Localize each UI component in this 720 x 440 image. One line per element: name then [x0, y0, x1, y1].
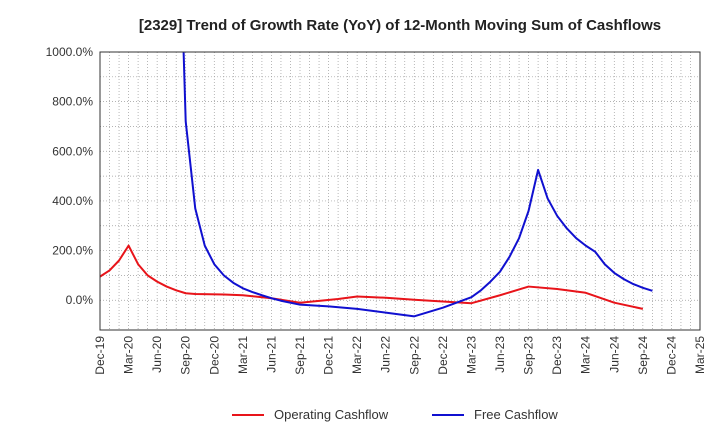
x-tick-label: Mar-25: [693, 336, 707, 374]
series-line-1: [100, 244, 644, 310]
legend: Operating Cashflow Free Cashflow: [232, 407, 558, 422]
legend-label: Free Cashflow: [474, 407, 558, 422]
chart-title: [2329] Trend of Growth Rate (YoY) of 12-…: [139, 17, 661, 34]
x-tick-label: Dec-20: [207, 336, 221, 375]
x-tick-label: Mar-20: [122, 336, 136, 374]
y-tick-label: 200.0%: [52, 244, 93, 258]
y-tick-label: 800.0%: [52, 95, 93, 109]
y-axis: 1000.0% 800.0% 600.0% 400.0% 200.0% 0.0%: [46, 45, 94, 307]
x-tick-label: Dec-22: [436, 336, 450, 375]
y-tick-label: 0.0%: [66, 293, 94, 307]
x-tick-label: Mar-21: [236, 336, 250, 374]
series-line-2: [182, 52, 653, 318]
x-tick-label: Jun-23: [493, 336, 507, 373]
y-tick-label: 1000.0%: [46, 45, 94, 59]
y-tick-label: 400.0%: [52, 194, 93, 208]
x-tick-label: Mar-23: [464, 336, 478, 374]
x-tick-label: Dec-21: [322, 336, 336, 375]
x-tick-label: Dec-24: [664, 336, 678, 375]
legend-label: Operating Cashflow: [274, 407, 389, 422]
plot-area: [100, 52, 653, 318]
x-tick-label: Mar-24: [579, 336, 593, 374]
x-tick-label: Jun-22: [379, 336, 393, 373]
x-tick-label: Sep-22: [407, 336, 421, 375]
x-tick-label: Mar-22: [350, 336, 364, 374]
y-tick-label: 600.0%: [52, 144, 93, 158]
x-tick-label: Sep-21: [293, 336, 307, 375]
x-tick-label: Sep-24: [636, 336, 650, 375]
x-tick-label: Dec-23: [550, 336, 564, 375]
x-tick-label: Sep-20: [179, 336, 193, 375]
x-tick-label: Dec-19: [93, 336, 107, 375]
x-tick-label: Jun-20: [150, 336, 164, 373]
x-tick-label: Jun-21: [264, 336, 278, 373]
gridlines: [100, 52, 700, 330]
x-tick-label: Jun-24: [607, 336, 621, 373]
x-tick-label: Sep-23: [522, 336, 536, 375]
x-axis: Dec-19 Mar-20 Jun-20 Sep-20 Dec-20 Mar-21 Jun-…: [93, 336, 707, 375]
plot-border: [99, 51, 701, 331]
